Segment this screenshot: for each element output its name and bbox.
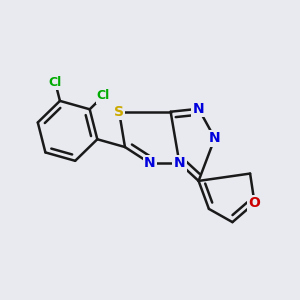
Text: S: S	[114, 105, 124, 119]
Text: N: N	[144, 156, 156, 170]
Text: O: O	[249, 196, 260, 210]
Text: N: N	[174, 156, 185, 170]
Text: N: N	[209, 131, 220, 145]
Text: N: N	[193, 102, 204, 116]
Text: Cl: Cl	[97, 89, 110, 102]
Text: Cl: Cl	[49, 76, 62, 89]
